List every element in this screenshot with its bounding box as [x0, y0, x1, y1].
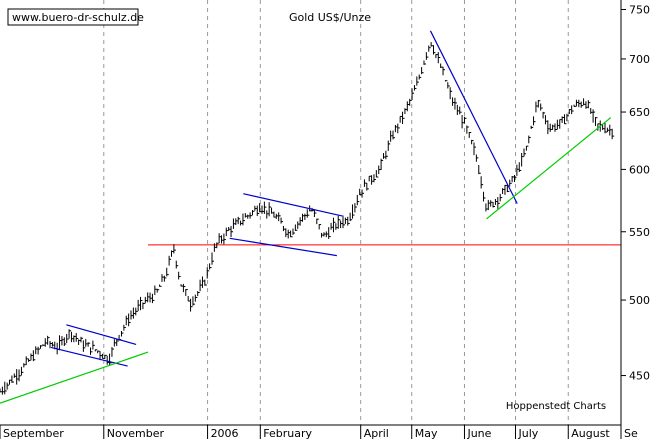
y-tick-label: 650	[629, 106, 650, 119]
trend-lines	[0, 30, 612, 404]
y-tick-label: 750	[629, 3, 650, 16]
x-tick-label: February	[263, 427, 312, 439]
channel-2-upper-line	[243, 193, 344, 217]
x-tick-label: November	[107, 427, 165, 439]
y-tick-label: 600	[629, 163, 650, 176]
watermark: www.buero-dr-schulz.de	[12, 11, 144, 24]
channel-2-lower-line	[229, 237, 337, 257]
watermark-box	[7, 8, 139, 26]
x-axis: September November 2006 February April May Jun…	[0, 425, 638, 440]
price-bars	[0, 42, 615, 395]
y-tick-label: 450	[629, 370, 650, 383]
x-tick-label: July	[518, 427, 539, 439]
y-tick-label: 700	[629, 53, 650, 66]
x-tick-label: June	[466, 427, 491, 439]
x-tick-label: May	[415, 427, 438, 439]
x-tick-label: 2006	[211, 427, 239, 439]
chart-title: Gold US$/Unze	[289, 11, 371, 24]
x-tick-label: April	[364, 427, 389, 439]
uptrend-2-line	[486, 117, 612, 220]
x-tick-label: September	[3, 427, 64, 439]
x-tick-label: Se	[624, 427, 638, 439]
y-tick-label: 550	[629, 226, 650, 239]
x-tick-label: August	[571, 427, 610, 439]
downtrend-line	[429, 30, 518, 204]
source-label: Hoppenstedt Charts	[506, 401, 606, 412]
channel-1-upper-line	[66, 324, 137, 345]
uptrend-1-line	[0, 351, 149, 404]
y-axis: 450 500 550 600 650 700 750	[621, 3, 650, 383]
y-tick-label: 500	[629, 294, 650, 307]
grid	[103, 0, 569, 425]
